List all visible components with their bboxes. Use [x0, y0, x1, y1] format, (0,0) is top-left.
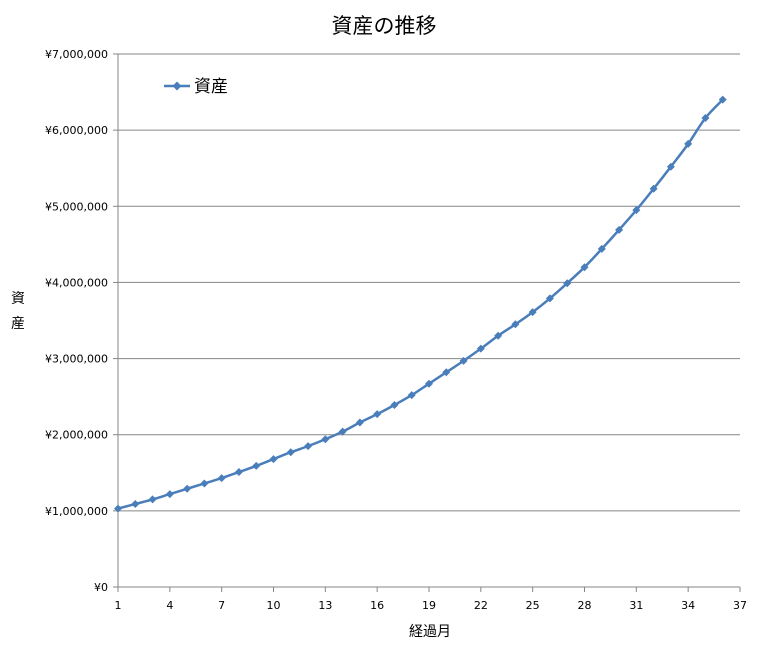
y-tick-label: ¥3,000,000: [45, 353, 108, 366]
x-tick-label: 1: [115, 599, 122, 612]
data-point: [580, 263, 589, 272]
x-tick-label: 7: [218, 599, 225, 612]
data-point: [718, 95, 727, 104]
x-tick-label: 34: [681, 599, 695, 612]
data-point: [304, 442, 313, 451]
data-point: [701, 113, 710, 122]
x-tick-label: 22: [474, 599, 488, 612]
legend-label: 資産: [194, 77, 228, 97]
y-tick-label: ¥6,000,000: [45, 124, 108, 137]
data-point: [407, 391, 416, 400]
x-tick-label: 37: [733, 599, 747, 612]
axes: [113, 53, 741, 592]
series-line: [117, 98, 724, 510]
y-tick-label: ¥4,000,000: [45, 276, 108, 289]
data-point: [511, 320, 520, 329]
x-tick-label: 10: [267, 599, 281, 612]
y-axis-label-char: 産: [11, 316, 25, 332]
x-axis-label: 経過月: [409, 624, 451, 640]
data-point: [494, 331, 503, 340]
x-tick-label: 19: [422, 599, 436, 612]
data-point: [183, 484, 192, 493]
data-point: [148, 495, 157, 504]
legend: 資産: [164, 77, 228, 97]
data-point: [459, 356, 468, 365]
data-point: [390, 401, 399, 410]
x-tick-label: 16: [370, 599, 384, 612]
data-point: [425, 379, 433, 388]
y-tick-label: ¥7,000,000: [45, 48, 108, 61]
y-tick-label: ¥1,000,000: [45, 505, 108, 518]
data-point: [666, 162, 675, 171]
grid-lines: [118, 53, 740, 512]
data-point: [269, 455, 278, 464]
chart-title: 資産の推移: [332, 14, 437, 38]
data-point: [649, 184, 658, 193]
data-point: [165, 490, 174, 499]
data-point: [615, 225, 624, 234]
data-point: [528, 308, 537, 317]
y-tick-label: ¥0: [94, 581, 108, 594]
data-point: [476, 344, 485, 353]
data-point: [200, 479, 209, 488]
data-point: [131, 500, 140, 509]
legend-marker: [172, 81, 182, 91]
y-axis-label-char: 資: [11, 291, 25, 307]
data-point: [355, 418, 364, 427]
y-tick-labels: ¥0 ¥1,000,000 ¥2,000,000 ¥3,000,000 ¥4,000,0…: [45, 48, 108, 594]
x-tick-label: 28: [578, 599, 592, 612]
data-point: [321, 435, 330, 444]
data-point: [442, 368, 451, 377]
data-point: [684, 139, 693, 148]
data-point: [217, 474, 226, 483]
data-point: [114, 504, 122, 513]
data-point: [545, 294, 554, 303]
data-point: [597, 244, 606, 253]
data-point: [234, 468, 243, 477]
data-point: [563, 279, 572, 288]
x-tick-labels: 1 4 7 10 13 16 19 22 25 28 31 34 37: [115, 599, 748, 612]
x-tick-label: 25: [526, 599, 540, 612]
y-tick-label: ¥5,000,000: [45, 200, 108, 213]
y-tick-label: ¥2,000,000: [45, 429, 108, 442]
x-tick-label: 4: [166, 599, 173, 612]
data-point: [286, 448, 295, 457]
x-tick-label: 13: [318, 599, 332, 612]
x-tick-label: 31: [629, 599, 643, 612]
series: [114, 95, 727, 513]
data-point: [632, 206, 641, 215]
y-axis-label: 資産: [11, 291, 25, 332]
data-point: [252, 461, 261, 470]
data-point: [373, 410, 382, 419]
data-point: [338, 427, 347, 436]
